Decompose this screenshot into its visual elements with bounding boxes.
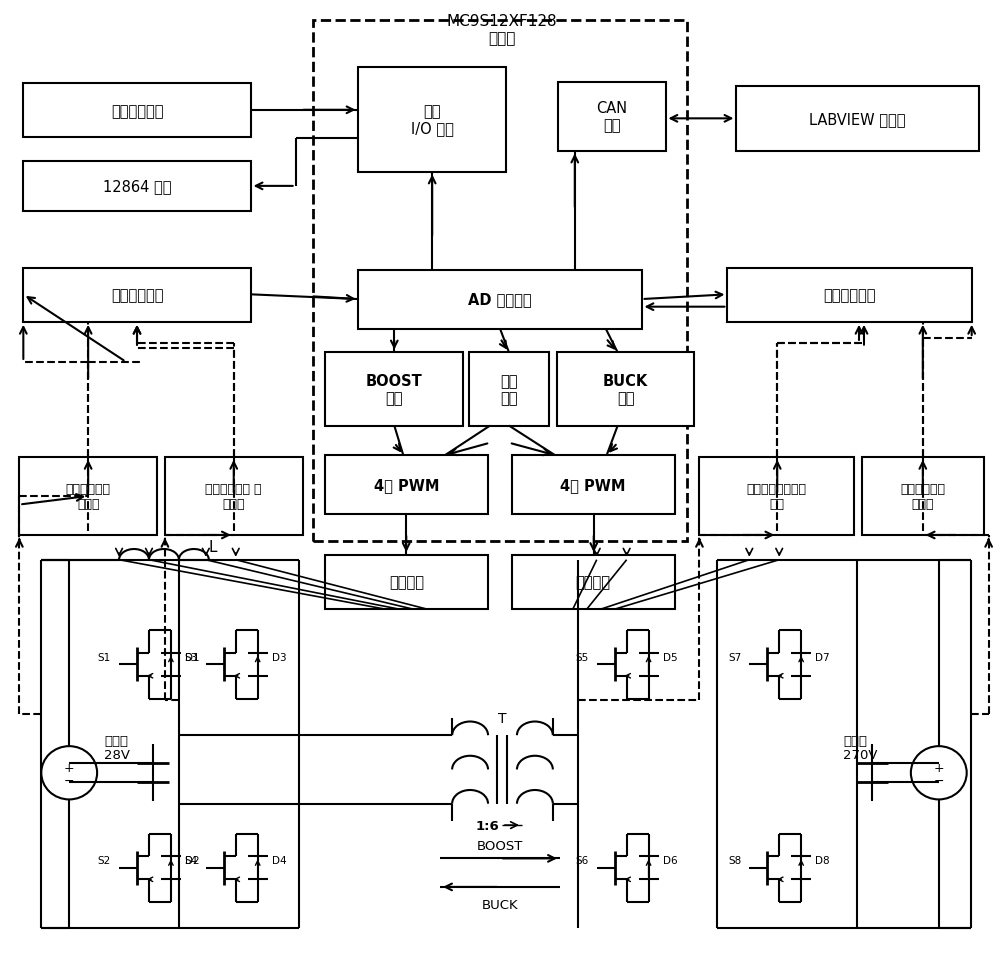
Bar xyxy=(325,556,488,610)
Text: −: − xyxy=(64,774,74,787)
Text: BUCK: BUCK xyxy=(482,898,518,911)
Text: S8: S8 xyxy=(728,856,741,865)
Bar xyxy=(727,269,972,322)
Text: 低压侧分压采
样电路: 低压侧分压采 样电路 xyxy=(66,482,111,511)
Text: 高压侧: 高压侧 xyxy=(843,734,867,747)
Text: D6: D6 xyxy=(663,856,677,865)
Bar xyxy=(325,456,488,515)
Text: 12864 显示: 12864 显示 xyxy=(103,179,171,194)
Text: BOOST: BOOST xyxy=(477,839,523,852)
Text: −: − xyxy=(934,774,944,787)
Text: S1: S1 xyxy=(98,652,111,662)
Text: D2: D2 xyxy=(185,856,200,865)
Bar xyxy=(325,353,463,426)
Text: 270V: 270V xyxy=(843,748,878,761)
Bar xyxy=(23,269,251,322)
Bar xyxy=(358,68,506,172)
Text: S2: S2 xyxy=(98,856,111,865)
Text: 4路 PWM: 4路 PWM xyxy=(374,477,440,493)
Text: AD 采样模块: AD 采样模块 xyxy=(468,293,532,307)
Text: 4路 PWM: 4路 PWM xyxy=(560,477,626,493)
Bar xyxy=(512,556,675,610)
Text: S4: S4 xyxy=(185,856,198,865)
Text: 低压侧霍尔电 流
传感器: 低压侧霍尔电 流 传感器 xyxy=(205,482,262,511)
Text: L: L xyxy=(209,539,217,555)
Text: BUCK
算法: BUCK 算法 xyxy=(603,374,648,406)
Text: D7: D7 xyxy=(815,652,830,662)
Text: 控制器: 控制器 xyxy=(488,30,516,46)
Bar xyxy=(23,84,251,138)
Text: D1: D1 xyxy=(185,652,200,662)
Text: D4: D4 xyxy=(272,856,286,865)
Text: 低压侧分压采
样电路: 低压侧分压采 样电路 xyxy=(900,482,945,511)
Bar xyxy=(736,87,979,152)
Text: 低压侧霍尔电流传
感器: 低压侧霍尔电流传 感器 xyxy=(747,482,807,511)
Bar xyxy=(512,456,675,515)
Bar xyxy=(313,21,687,541)
Text: 低压侧: 低压侧 xyxy=(104,734,128,747)
Bar xyxy=(358,271,642,329)
Text: 信号调理电路: 信号调理电路 xyxy=(823,288,876,303)
Text: 普通
I/O 接口: 普通 I/O 接口 xyxy=(411,104,454,136)
Bar xyxy=(165,457,303,536)
Bar xyxy=(557,353,694,426)
Text: CAN
通信: CAN 通信 xyxy=(596,101,627,133)
Text: 软件
保护: 软件 保护 xyxy=(500,374,518,406)
Text: 按键模式选择: 按键模式选择 xyxy=(111,104,163,118)
Bar xyxy=(469,353,549,426)
Text: +: + xyxy=(933,760,944,774)
Bar xyxy=(699,457,854,536)
Text: 28V: 28V xyxy=(104,748,130,761)
Bar xyxy=(19,457,157,536)
Text: MC9S12XF128: MC9S12XF128 xyxy=(447,14,557,29)
Text: S6: S6 xyxy=(576,856,589,865)
Text: S7: S7 xyxy=(728,652,741,662)
Text: D5: D5 xyxy=(663,652,677,662)
Text: D8: D8 xyxy=(815,856,830,865)
Text: LABVIEW 上位机: LABVIEW 上位机 xyxy=(809,112,906,127)
Text: S5: S5 xyxy=(576,652,589,662)
Bar xyxy=(862,457,984,536)
Text: 驱动电路: 驱动电路 xyxy=(389,575,424,590)
Text: BOOST
算法: BOOST 算法 xyxy=(366,374,423,406)
Text: +: + xyxy=(64,760,75,774)
Text: D3: D3 xyxy=(272,652,286,662)
Text: S3: S3 xyxy=(185,652,198,662)
Bar xyxy=(558,83,666,152)
Text: T: T xyxy=(498,711,506,725)
Text: 1:6: 1:6 xyxy=(475,819,499,832)
Bar xyxy=(23,162,251,212)
Text: 信号调理电路: 信号调理电路 xyxy=(111,288,163,303)
Text: 驱动电路: 驱动电路 xyxy=(576,575,611,590)
